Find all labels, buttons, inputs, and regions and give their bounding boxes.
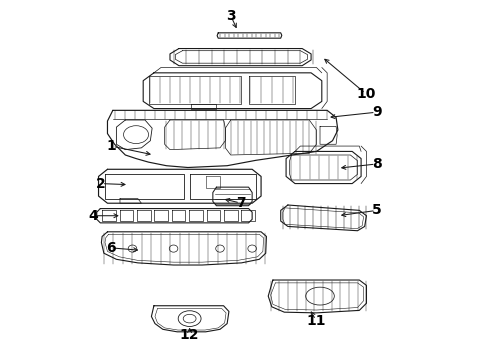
Text: 4: 4 [88,209,98,223]
Text: 9: 9 [372,105,382,119]
Text: 7: 7 [237,196,246,210]
Text: 5: 5 [372,203,382,217]
Text: 10: 10 [357,87,376,101]
Text: 12: 12 [180,328,199,342]
Text: 8: 8 [372,157,382,171]
Text: 1: 1 [106,139,116,153]
Text: 2: 2 [96,176,105,190]
Text: 6: 6 [106,241,116,255]
Text: 3: 3 [226,9,236,23]
Text: 11: 11 [307,314,326,328]
